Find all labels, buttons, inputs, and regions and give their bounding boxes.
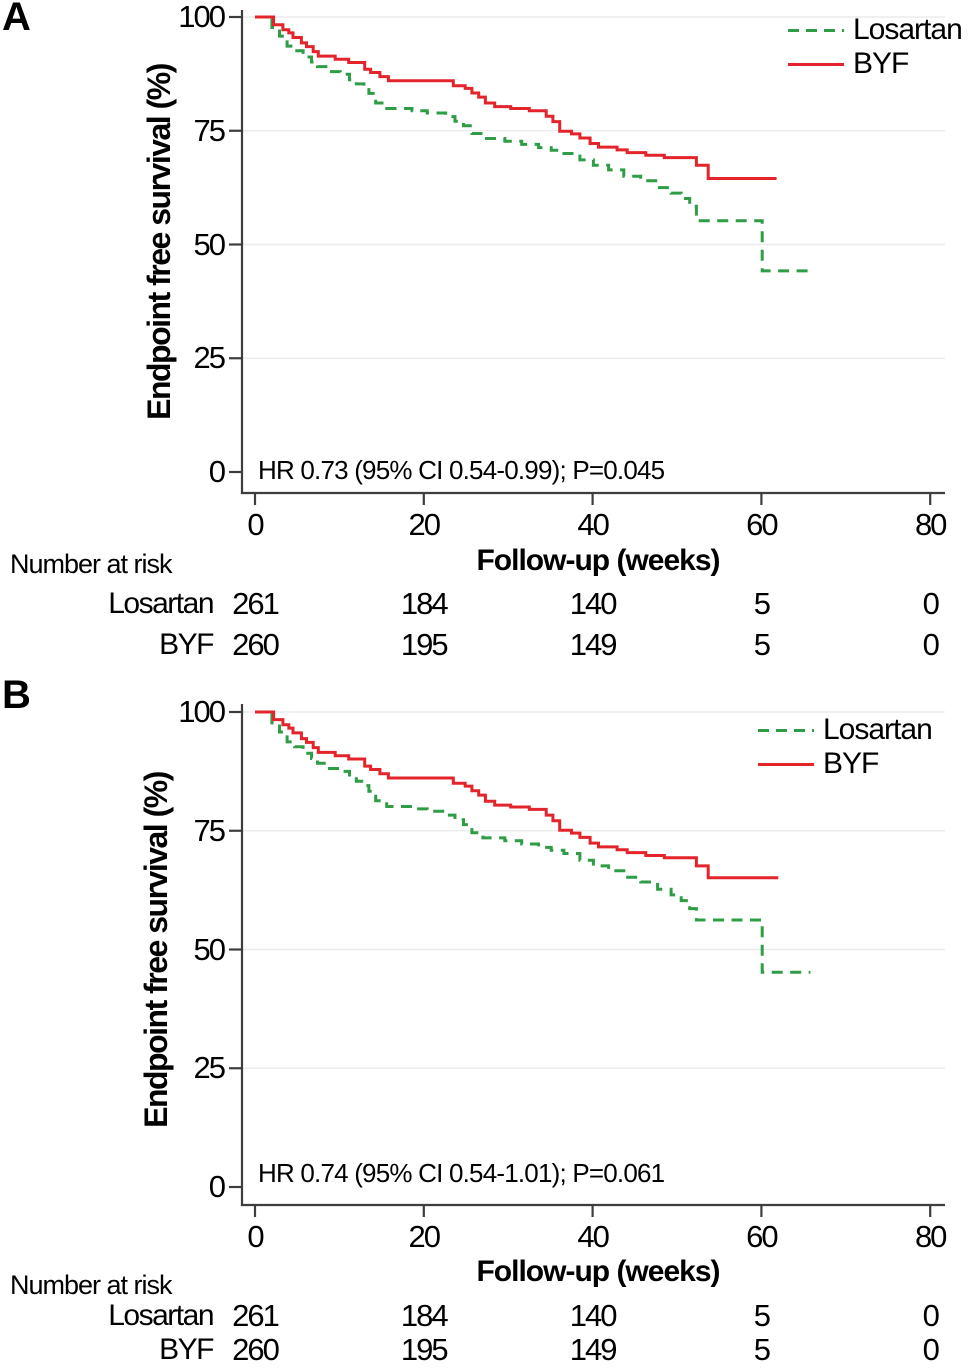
legend-label-losartan: Losartan (853, 13, 963, 46)
y-tick-label: 75 (193, 812, 226, 848)
risk-count: 0 (922, 627, 940, 662)
risk-count: 0 (922, 1332, 940, 1367)
risk-count: 184 (400, 586, 449, 621)
risk-row-label-byf-b: BYF (159, 1333, 214, 1366)
x-tick-label: 20 (408, 507, 441, 542)
losartan-dashed-line-sample (758, 728, 814, 732)
x-axis-title-b: Follow-up (weeks) (476, 1255, 720, 1288)
legend-b: Losartan BYF (758, 713, 933, 781)
risk-row-label-losartan-b: Losartan (108, 1299, 214, 1332)
number-at-risk-label-b: Number at risk (10, 1270, 173, 1300)
legend-item-losartan-b: Losartan (758, 713, 933, 747)
risk-row-label-byf-a: BYF (159, 628, 214, 661)
risk-count: 184 (400, 1298, 449, 1333)
legend-a: Losartan BYF (788, 13, 963, 81)
risk-count: 261 (232, 586, 280, 621)
legend-label-byf: BYF (823, 747, 879, 780)
y-tick-label: 100 (178, 694, 226, 729)
y-tick-label: 25 (193, 1050, 226, 1086)
panel-a-label: A (2, 0, 31, 39)
risk-count: 149 (569, 1332, 618, 1367)
y-tick-label: 50 (193, 226, 226, 262)
losartan-dashed-line-sample (788, 28, 844, 32)
risk-row-label-losartan-a: Losartan (108, 587, 214, 620)
risk-count: 140 (569, 586, 618, 621)
number-at-risk-label-a: Number at risk (10, 549, 173, 579)
y-tick-label: 0 (208, 1169, 226, 1204)
x-tick-label: 0 (247, 507, 264, 542)
x-tick-label: 20 (408, 1219, 441, 1254)
y-tick-label: 50 (193, 931, 226, 967)
x-tick-label: 0 (247, 1219, 264, 1254)
risk-count: 0 (922, 586, 940, 621)
panel-b-label: B (2, 673, 31, 717)
x-tick-label: 60 (746, 1219, 778, 1254)
legend-item-byf-b: BYF (758, 747, 932, 781)
risk-count: 5 (753, 1332, 771, 1367)
risk-count: 260 (232, 627, 280, 662)
y-tick-label: 0 (208, 454, 226, 489)
hr-annotation-b: HR 0.74 (95% CI 0.54-1.01); P=0.061 (258, 1158, 665, 1188)
risk-count: 0 (922, 1298, 940, 1333)
y-tick-label: 75 (193, 112, 226, 148)
risk-count: 195 (400, 1332, 449, 1367)
legend-item-losartan-a: Losartan (788, 13, 963, 47)
y-tick-label: 25 (193, 340, 226, 376)
x-tick-label: 80 (914, 1219, 947, 1254)
byf-solid-line-sample (758, 762, 814, 766)
x-tick-label: 60 (746, 507, 778, 542)
risk-count: 195 (400, 627, 449, 662)
risk-count: 5 (753, 1298, 771, 1333)
y-tick-label: 100 (178, 0, 226, 34)
x-axis-title-a: Follow-up (weeks) (476, 544, 720, 577)
legend-label-losartan: Losartan (823, 713, 933, 746)
risk-count: 5 (753, 627, 771, 662)
x-tick-label: 80 (914, 507, 947, 542)
hr-annotation-a: HR 0.73 (95% CI 0.54-0.99); P=0.045 (258, 455, 665, 485)
risk-count: 260 (232, 1332, 280, 1367)
x-tick-label: 40 (577, 507, 609, 542)
risk-count: 261 (232, 1298, 280, 1333)
x-tick-label: 40 (577, 1219, 609, 1254)
risk-count: 5 (753, 586, 771, 621)
risk-count: 149 (569, 627, 618, 662)
risk-count: 140 (569, 1298, 618, 1333)
legend-item-byf-a: BYF (788, 47, 962, 81)
legend-label-byf: BYF (853, 47, 909, 80)
byf-solid-line-sample (788, 62, 844, 66)
